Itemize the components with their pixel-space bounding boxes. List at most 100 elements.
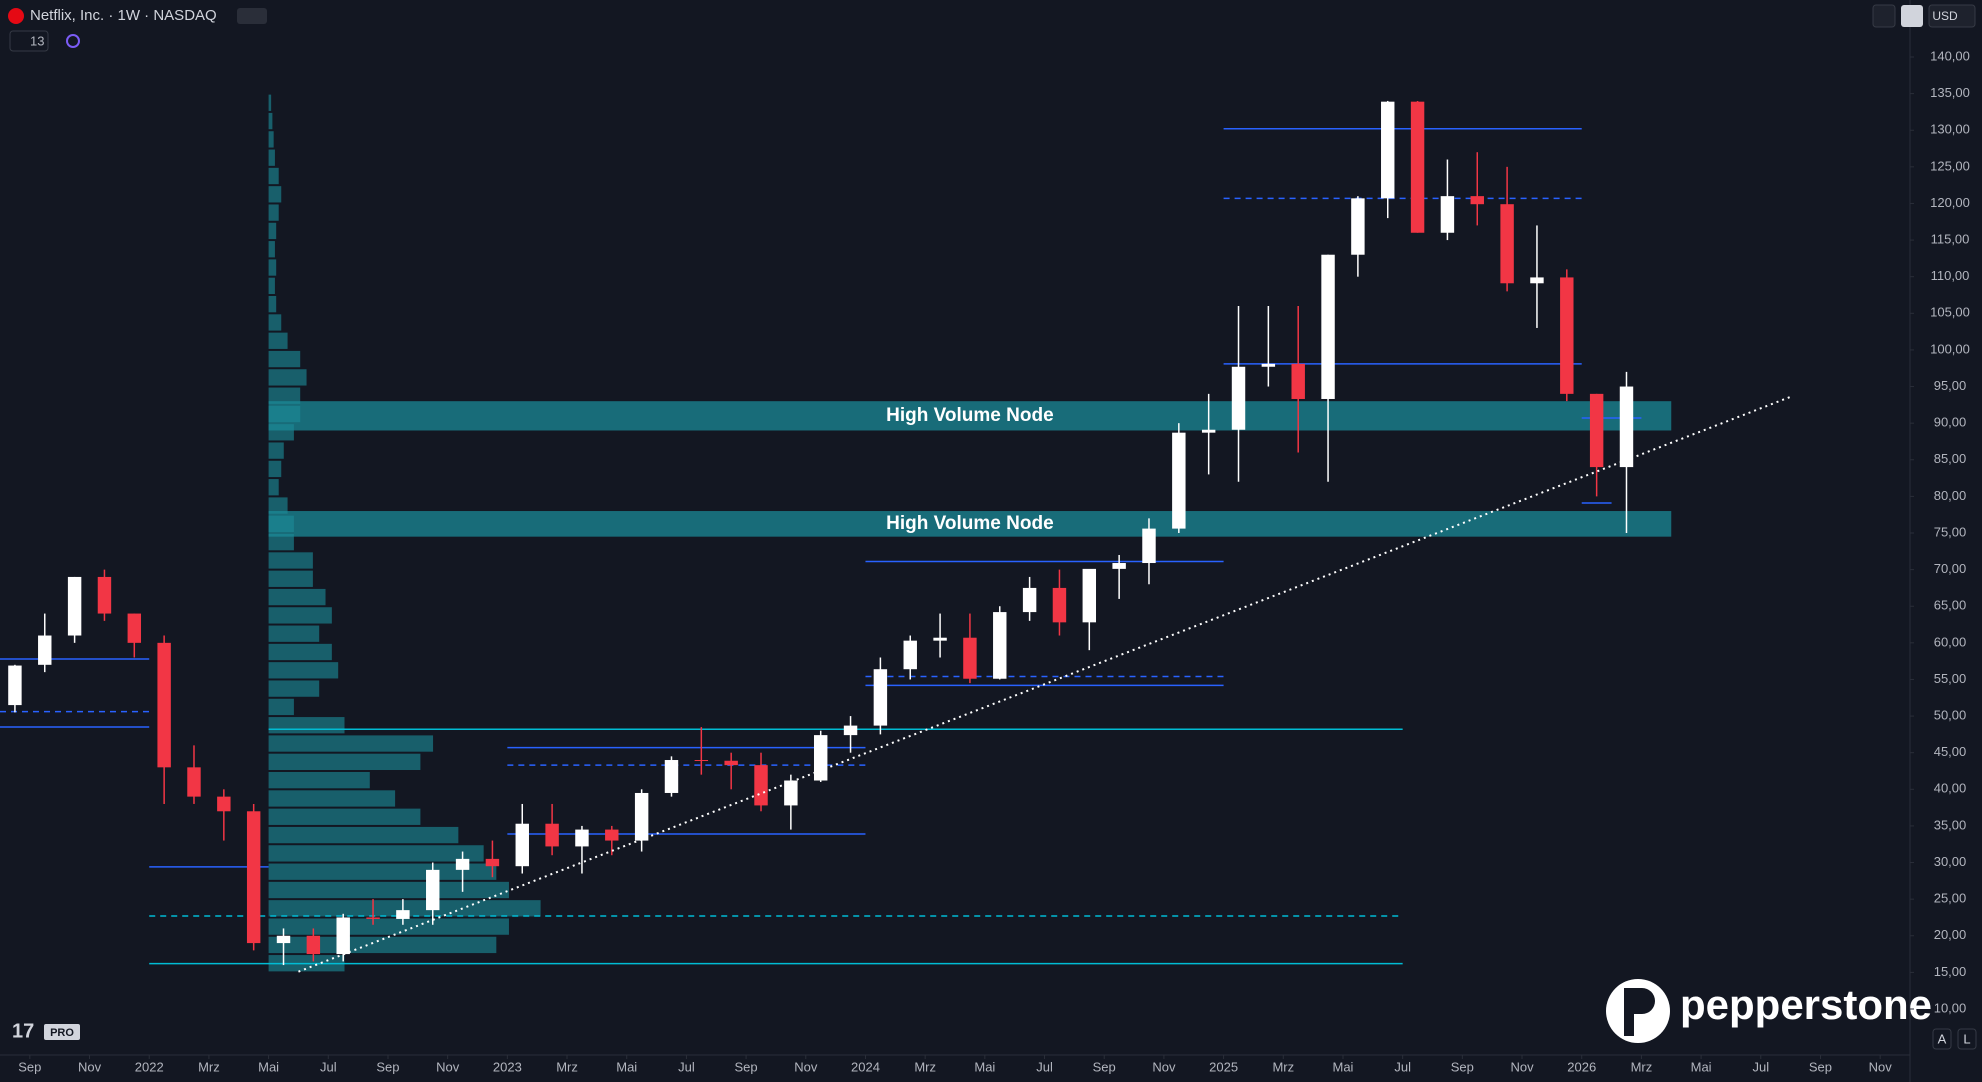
y-tick-label: 80,00	[1934, 488, 1967, 503]
volume-bar	[268, 772, 370, 789]
y-tick-label: 50,00	[1934, 708, 1967, 723]
volume-bar	[268, 314, 282, 331]
volume-bar	[268, 625, 320, 642]
y-tick-label: 110,00	[1931, 268, 1970, 283]
volume-bar	[268, 204, 279, 221]
y-tick-label: 125,00	[1930, 158, 1970, 173]
currency-label: USD	[1932, 9, 1958, 23]
candle-body	[933, 637, 947, 641]
volume-bar	[268, 112, 273, 130]
volume-bar	[268, 241, 275, 258]
x-tick-label: Sep	[1809, 1059, 1832, 1074]
y-tick-label: 115,00	[1931, 232, 1970, 247]
symbol-icon[interactable]	[8, 8, 24, 24]
x-tick-label: 2025	[1209, 1059, 1238, 1074]
brand-name: pepperstone	[1680, 981, 1932, 1028]
y-tick-label: 65,00	[1934, 598, 1967, 613]
candle-body	[336, 917, 350, 955]
x-tick-label: Jul	[1394, 1059, 1411, 1074]
candle-body	[634, 792, 649, 841]
candle-body	[545, 823, 559, 847]
candle-body	[963, 637, 977, 679]
zone	[268, 511, 1672, 537]
candle-body	[843, 725, 858, 736]
candle-body	[246, 811, 261, 944]
candle-body	[1470, 196, 1484, 205]
indicator-toggle[interactable]	[9, 30, 49, 52]
volume-bar	[268, 534, 294, 551]
candle-body	[1321, 254, 1335, 399]
volume-bar	[268, 296, 277, 313]
volume-bar	[268, 552, 313, 569]
volume-bar	[268, 460, 282, 478]
y-tick-label: 90,00	[1934, 415, 1967, 430]
volume-bar	[268, 588, 326, 606]
candle-body	[694, 760, 709, 762]
candle-body	[1231, 366, 1246, 430]
volume-bar	[268, 149, 275, 166]
candle-body	[724, 760, 738, 766]
download-button[interactable]	[1872, 4, 1896, 28]
candle-body	[485, 858, 500, 867]
y-tick-label: 15,00	[1934, 964, 1967, 979]
candle-body	[664, 760, 679, 793]
loading-icon	[66, 34, 80, 48]
candle-body	[1530, 277, 1544, 284]
y-tick-label: 100,00	[1930, 341, 1970, 356]
x-tick-label: Mrz	[198, 1059, 220, 1074]
x-tick-label: Mai	[1332, 1059, 1353, 1074]
y-tick-label: 35,00	[1934, 817, 1967, 832]
candle-body	[127, 613, 142, 643]
currency-button[interactable]	[1928, 4, 1976, 28]
x-tick-label: Mai	[616, 1059, 637, 1074]
auto-scale-button[interactable]	[1932, 1028, 1952, 1050]
volume-bar	[268, 570, 313, 587]
status-badge	[237, 8, 267, 24]
y-tick-label: 40,00	[1934, 781, 1967, 796]
zone-label: High Volume Node	[886, 513, 1053, 534]
x-tick-label: Nov	[1510, 1059, 1534, 1074]
y-tick-label: 55,00	[1934, 671, 1967, 686]
candle-body	[575, 829, 589, 847]
volume-bar	[268, 845, 484, 862]
volume-bar	[268, 94, 272, 111]
volume-bar	[268, 881, 509, 899]
volume-bar	[268, 643, 332, 661]
volume-bar	[268, 790, 396, 807]
candle-body	[366, 917, 380, 919]
volume-bar	[268, 277, 275, 294]
snapshot-button[interactable]	[1901, 5, 1923, 27]
candle-body	[605, 829, 619, 841]
x-tick-label: Jul	[1752, 1059, 1769, 1074]
y-tick-label: 60,00	[1934, 634, 1967, 649]
candle-body	[1172, 432, 1186, 529]
volume-bar	[268, 222, 277, 240]
y-tick-label: 75,00	[1934, 524, 1967, 539]
candle-body	[1201, 429, 1216, 433]
candle-body	[396, 910, 410, 919]
volume-bar	[268, 680, 320, 697]
x-tick-label: Mrz	[1272, 1059, 1294, 1074]
log-scale-button[interactable]	[1957, 1028, 1977, 1050]
volume-bar	[268, 717, 345, 734]
plot-area: High Volume Node High Volume Node	[0, 94, 1791, 973]
x-tick-label: Nov	[794, 1059, 818, 1074]
y-tick-label: 20,00	[1934, 927, 1967, 942]
y-tick-label: 45,00	[1934, 744, 1967, 759]
log-scale-label: L	[1963, 1031, 1970, 1046]
x-tick-label: Mrz	[1631, 1059, 1653, 1074]
candle-body	[276, 935, 291, 944]
candle-body	[426, 869, 440, 911]
pro-label: PRO	[50, 1027, 74, 1039]
candle-body	[813, 735, 828, 781]
x-tick-label: Nov	[78, 1059, 102, 1074]
x-tick-label: Sep	[18, 1059, 41, 1074]
x-tick-label: 2023	[493, 1059, 522, 1074]
candle-body	[784, 780, 798, 806]
pro-badge	[44, 1024, 80, 1040]
volume-bar	[268, 918, 509, 935]
x-tick-label: Sep	[376, 1059, 399, 1074]
y-tick-label: 130,00	[1930, 122, 1970, 137]
x-tick-label: 2026	[1567, 1059, 1596, 1074]
